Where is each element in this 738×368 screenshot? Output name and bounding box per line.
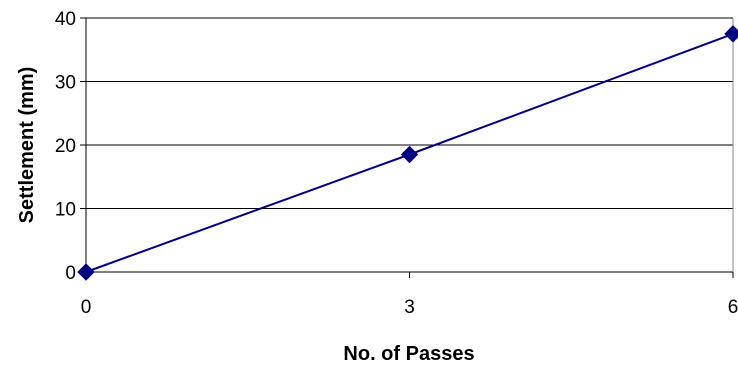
x-tick-label: 6 bbox=[728, 297, 738, 318]
series-settlement bbox=[77, 25, 738, 281]
x-tick-label: 0 bbox=[81, 297, 92, 318]
data-point-marker bbox=[400, 145, 419, 164]
y-tick-label: 10 bbox=[55, 200, 76, 221]
data-point-marker bbox=[77, 263, 95, 281]
y-tick-label: 20 bbox=[55, 136, 76, 157]
y-axis-title: Settlement (mm) bbox=[16, 67, 38, 224]
y-tick-labels: 0 10 20 30 40 bbox=[55, 9, 76, 284]
x-axis-title: No. of Passes bbox=[343, 343, 474, 365]
y-tick-label: 30 bbox=[55, 73, 76, 94]
data-point-marker bbox=[724, 25, 738, 43]
grid-lines bbox=[86, 17, 733, 209]
y-tick-label: 0 bbox=[65, 263, 76, 284]
y-tick-label: 40 bbox=[55, 9, 76, 30]
x-tick-labels: 0 3 6 bbox=[81, 297, 738, 318]
x-tick-label: 3 bbox=[404, 297, 415, 318]
